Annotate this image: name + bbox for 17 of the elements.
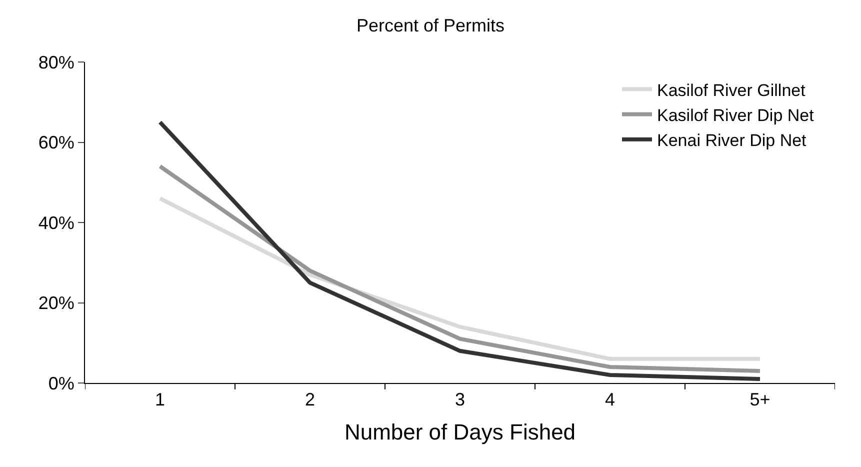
y-tick-label: 20% xyxy=(38,293,74,314)
legend-label: Kasilof River Gillnet xyxy=(657,80,806,100)
line-series xyxy=(158,196,762,361)
x-tick-label: 2 xyxy=(304,390,316,410)
y-tick-label: 80% xyxy=(38,52,74,72)
line-series xyxy=(158,164,762,373)
x-tick-label: 5+ xyxy=(750,390,770,410)
y-tick-label: 40% xyxy=(38,212,74,233)
y-tick-label: 60% xyxy=(38,132,74,153)
x-tick-label: 1 xyxy=(154,390,166,410)
legend-label: Kasilof River Dip Net xyxy=(657,106,814,125)
chart-title: Percent of Permits xyxy=(356,15,505,36)
legend-label: Kenai River Dip Net xyxy=(657,131,807,150)
x-tick-label: 4 xyxy=(604,390,616,410)
x-axis-title: Number of Days Fished xyxy=(344,420,576,444)
x-tick-label: 3 xyxy=(454,390,466,410)
y-tick-label: 0% xyxy=(48,373,74,394)
